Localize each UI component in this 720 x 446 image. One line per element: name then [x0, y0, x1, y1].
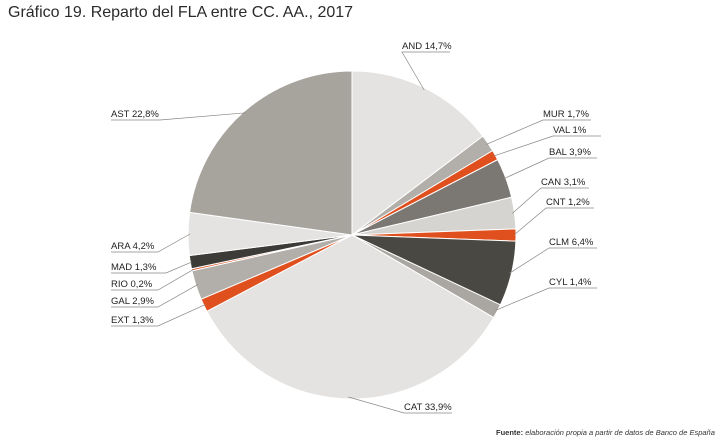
leader-line-cyl — [495, 287, 597, 311]
slice-label-mur: MUR 1,7% — [543, 109, 589, 120]
slice-label-rio: RIO 0,2% — [111, 279, 153, 290]
slice-label-bal: BAL 3,9% — [549, 147, 591, 158]
leader-line-and — [401, 51, 450, 91]
source-label: Fuente: — [496, 428, 524, 437]
chart-title: Gráfico 19. Reparto del FLA entre CC. AA… — [8, 4, 354, 21]
leader-line-gal — [111, 284, 198, 308]
pie-slice-ast — [188, 70, 353, 236]
slice-label-cyl: CYL 1,4% — [549, 277, 592, 288]
slice-label-ara: ARA 4,2% — [111, 241, 155, 252]
leader-line-ast — [111, 112, 246, 121]
leader-line-can — [512, 187, 589, 214]
leader-line-rio — [111, 268, 194, 291]
leader-line-ext — [111, 304, 206, 327]
slice-label-ext: EXT 1,3% — [111, 315, 154, 326]
slice-label-mad: MAD 1,3% — [111, 262, 157, 273]
pie-slice-cat — [206, 234, 495, 400]
slice-label-ast: AST 22,8% — [111, 109, 159, 120]
slice-label-cat: CAT 33,9% — [404, 402, 452, 413]
slice-label-clm: CLM 6,4% — [549, 237, 594, 248]
slice-label-gal: GAL 2,9% — [111, 296, 155, 307]
source-note: Fuente: elaboración propia a partir de d… — [496, 428, 715, 437]
source-text: elaboración propia a partir de datos de … — [525, 428, 715, 437]
leader-line-clm — [509, 247, 597, 274]
leader-line-cnt — [513, 207, 594, 236]
pie-slice-and — [351, 70, 484, 237]
leader-line-bal — [503, 157, 597, 180]
slice-label-can: CAN 3,1% — [541, 177, 586, 188]
leader-line-mur — [486, 119, 591, 145]
slice-label-cnt: CNT 1,2% — [546, 197, 590, 208]
slice-label-val: VAL 1% — [553, 125, 587, 136]
leader-line-mad — [111, 261, 193, 274]
leader-line-val — [493, 135, 601, 157]
leader-line-ara — [111, 233, 191, 253]
leader-line-cat — [348, 396, 452, 414]
slice-label-and: AND 14,7% — [402, 41, 452, 52]
